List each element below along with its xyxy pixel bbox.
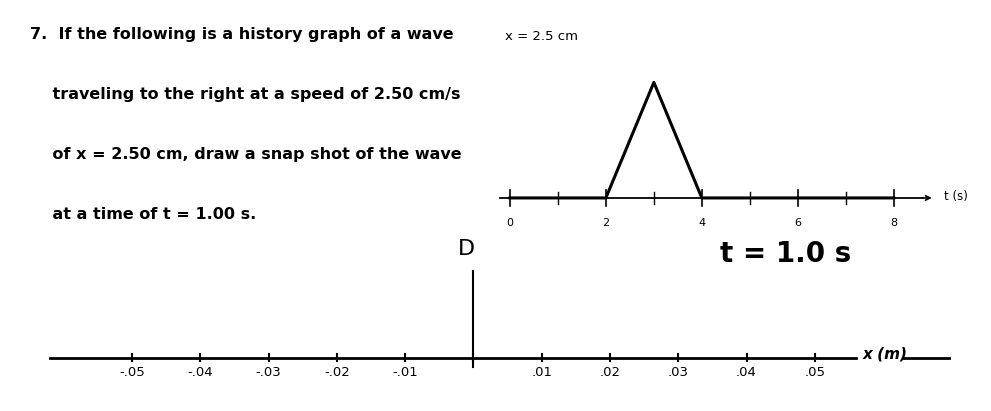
Text: -.04: -.04 bbox=[187, 366, 213, 379]
Text: traveling to the right at a speed of 2.50 cm/s: traveling to the right at a speed of 2.5… bbox=[30, 87, 460, 102]
Text: x = 2.5 cm: x = 2.5 cm bbox=[505, 30, 578, 44]
Text: at a time of t = 1.00 s.: at a time of t = 1.00 s. bbox=[30, 207, 256, 222]
Text: 8: 8 bbox=[890, 217, 897, 228]
Text: .03: .03 bbox=[668, 366, 689, 379]
Text: -.05: -.05 bbox=[119, 366, 145, 379]
Text: x (m): x (m) bbox=[862, 346, 908, 361]
Text: 0: 0 bbox=[506, 217, 513, 228]
Text: 6: 6 bbox=[795, 217, 802, 228]
Text: .02: .02 bbox=[600, 366, 620, 379]
Text: -.03: -.03 bbox=[256, 366, 281, 379]
Text: 7.  If the following is a history graph of a wave: 7. If the following is a history graph o… bbox=[30, 27, 453, 42]
Text: 2: 2 bbox=[603, 217, 609, 228]
Text: .04: .04 bbox=[736, 366, 757, 379]
Text: D: D bbox=[458, 239, 476, 259]
Text: .05: .05 bbox=[805, 366, 826, 379]
Text: 4: 4 bbox=[699, 217, 706, 228]
Text: of x = 2.50 cm, draw a snap shot of the wave: of x = 2.50 cm, draw a snap shot of the … bbox=[30, 147, 462, 162]
Text: -.01: -.01 bbox=[392, 366, 418, 379]
Text: t (s): t (s) bbox=[944, 190, 968, 203]
Text: -.02: -.02 bbox=[324, 366, 350, 379]
Text: .01: .01 bbox=[531, 366, 552, 379]
Text: t = 1.0 s: t = 1.0 s bbox=[720, 240, 851, 268]
